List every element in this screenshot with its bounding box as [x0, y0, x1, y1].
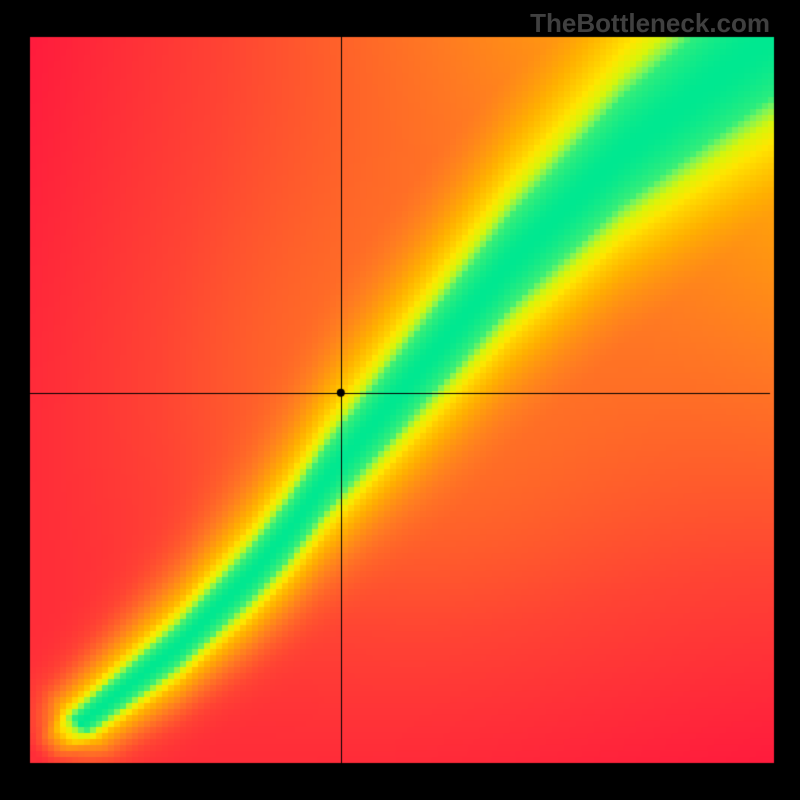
chart-container: TheBottleneck.com — [0, 0, 800, 800]
bottleneck-heatmap — [0, 0, 800, 800]
watermark-text: TheBottleneck.com — [530, 8, 770, 39]
